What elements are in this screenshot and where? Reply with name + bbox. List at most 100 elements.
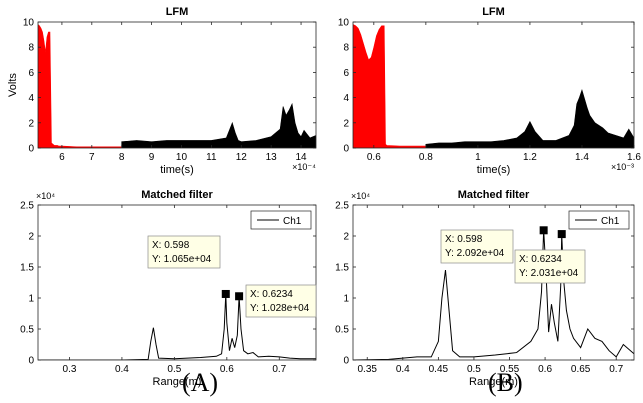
x-tick-label: 0.35 [357, 364, 377, 375]
x-axis-label: Range(m) [153, 376, 202, 388]
datatip-marker [557, 230, 566, 239]
x-tick-label: 10 [176, 152, 188, 163]
y-tick-label: 1 [28, 294, 34, 305]
panel-label-b: (B) [488, 368, 523, 397]
signal-envelope [425, 89, 634, 148]
datatip-text: Y: 1.065e+04 [152, 254, 212, 265]
signal-envelope [38, 24, 316, 148]
datatip-box [440, 229, 514, 264]
x-tick-label: 1.4 [575, 152, 589, 163]
x-tick-label: 7 [89, 152, 95, 163]
y-axis-label: Volts [7, 73, 19, 97]
datatip-text: Y: 2.092e+04 [445, 248, 505, 259]
legend-box [568, 210, 630, 230]
panel-label-a: (A) [182, 368, 219, 397]
x-tick-label: 0.5 [167, 364, 181, 375]
x-tick-label: 0.45 [429, 364, 449, 375]
y-tick-label: 8 [343, 43, 349, 54]
datatip-text: X: 0.6234 [250, 289, 293, 300]
legend-entry: Ch1 [601, 216, 620, 227]
x-tick-label: 1.6 [627, 152, 641, 163]
x-tick-label: 6 [59, 152, 65, 163]
axes-box [352, 21, 635, 149]
x-tick-label: 0.4 [396, 364, 410, 375]
y-tick-label: 0 [28, 356, 34, 367]
x-tick-label: 0.4 [115, 364, 129, 375]
x-tick-label: 1 [475, 152, 481, 163]
y-tick-label: 2 [343, 232, 349, 243]
series-black-group [425, 89, 634, 148]
y-tick-label: 10 [23, 18, 35, 29]
x-tick-label: 12 [236, 152, 248, 163]
x-tick-label: 11 [206, 152, 217, 163]
x-tick-label: 9 [149, 152, 155, 163]
axes-box [37, 21, 317, 149]
datatip-box [147, 235, 221, 269]
y-exponent-label: ×10⁴ [36, 191, 55, 201]
x-tick-label: 0.6 [367, 152, 381, 163]
y-tick-label: 1 [343, 294, 349, 305]
y-tick-label: 2.5 [20, 201, 34, 212]
datatip-box [245, 284, 317, 318]
x-tick-label: 0.65 [571, 364, 591, 375]
datatip-text: X: 0.598 [445, 234, 483, 245]
series-Ch1-group [353, 230, 634, 360]
datatip-text: X: 0.598 [152, 240, 190, 251]
y-tick-label: 4 [343, 93, 349, 104]
y-tick-label: 2 [28, 232, 34, 243]
y-tick-label: 2.5 [335, 201, 349, 212]
x-axis-label: time(s) [160, 164, 194, 176]
x-axis-label: time(s) [477, 164, 511, 176]
chart-title: Matched filter [458, 189, 530, 201]
chart-title: Matched filter [141, 189, 213, 201]
x-tick-label: 0.6 [220, 364, 234, 375]
axes-box [352, 204, 635, 361]
x-tick-label: 0.5 [467, 364, 481, 375]
y-tick-label: 6 [28, 68, 34, 79]
y-exponent-label: ×10⁴ [351, 191, 370, 201]
signal-envelope [121, 102, 316, 148]
x-tick-label: 1.2 [523, 152, 537, 163]
series-red-group [38, 24, 316, 148]
x-tick-label: 8 [119, 152, 125, 163]
ch1-line [38, 293, 316, 360]
x-tick-label: 0.7 [609, 364, 623, 375]
y-tick-label: 6 [343, 68, 349, 79]
legend-box [250, 210, 312, 230]
datatip-text: Y: 1.028e+04 [250, 303, 310, 314]
x-exponent-label: ×10⁻³ [611, 162, 634, 172]
legend-entry: Ch1 [283, 216, 302, 227]
y-tick-label: 8 [28, 43, 34, 54]
y-tick-label: 0 [343, 144, 349, 155]
datatip-text: X: 0.6234 [519, 254, 562, 265]
datatip-box [514, 249, 586, 284]
datatip-marker [539, 226, 548, 235]
datatip-marker [235, 292, 244, 301]
y-tick-label: 1.5 [20, 263, 34, 274]
x-tick-label: 0.8 [419, 152, 433, 163]
datatip-text: Y: 2.031e+04 [519, 268, 579, 279]
x-tick-label: 0.7 [272, 364, 286, 375]
series-black-group [121, 102, 316, 148]
x-axis-label: Range(m) [469, 376, 518, 388]
x-tick-label: 0.6 [538, 364, 552, 375]
y-tick-label: 0 [343, 356, 349, 367]
chart-title: LFM [482, 6, 505, 18]
y-tick-label: 10 [338, 18, 350, 29]
x-exponent-label: ×10⁻⁴ [292, 162, 316, 172]
y-tick-label: 0.5 [335, 325, 349, 336]
y-tick-label: 4 [28, 93, 34, 104]
datatip-marker [221, 289, 230, 298]
x-tick-label: 13 [266, 152, 278, 163]
y-tick-label: 1.5 [335, 263, 349, 274]
y-tick-label: 2 [343, 118, 349, 129]
y-tick-label: 0.5 [20, 325, 34, 336]
x-tick-label: 0.3 [63, 364, 77, 375]
ch1-line [353, 230, 634, 360]
x-tick-label: 14 [295, 152, 307, 163]
axes-box [37, 204, 317, 361]
y-tick-label: 0 [28, 144, 34, 155]
y-tick-label: 2 [28, 118, 34, 129]
chart-title: LFM [166, 6, 189, 18]
